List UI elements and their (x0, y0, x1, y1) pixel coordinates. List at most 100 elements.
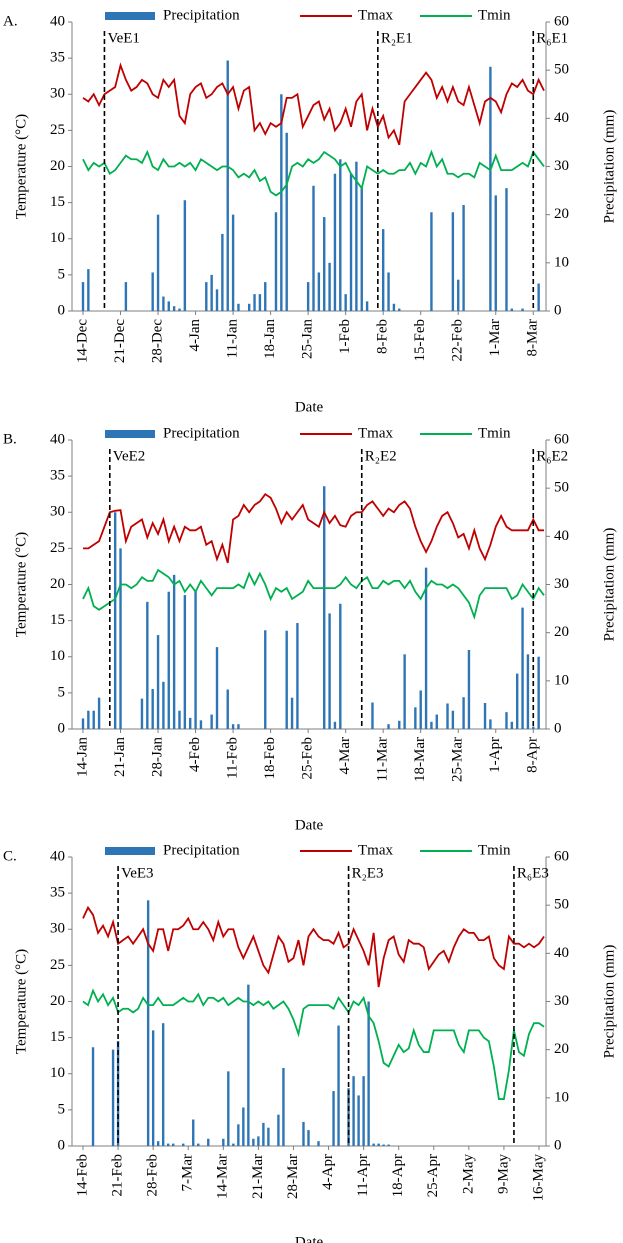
precip-bar (119, 548, 122, 729)
precip-bar (505, 188, 508, 311)
precip-bar (349, 173, 353, 311)
y-tick-label: 40 (50, 848, 65, 864)
legend-label: Tmin (478, 842, 511, 858)
x-tick-label: 28-Mar (285, 1154, 301, 1199)
x-axis-label: Date (295, 399, 324, 415)
y-tick-label: 20 (50, 576, 65, 592)
precip-bar (526, 654, 530, 729)
legend-swatch (105, 430, 155, 438)
precip-bar (231, 214, 235, 311)
legend-swatch (105, 847, 155, 855)
precip-bar (398, 308, 401, 311)
legend-swatch (105, 12, 155, 20)
y-tick-label: 15 (50, 1029, 65, 1045)
x-tick-label: 11-Apr (355, 1154, 371, 1197)
x-tick-label: 8-Feb (375, 319, 391, 354)
precip-bar (381, 229, 385, 311)
precip-bar (515, 673, 519, 729)
precip-bar (505, 712, 508, 729)
precip-bar (382, 1144, 385, 1146)
precip-bar (237, 1124, 240, 1146)
precip-bar (483, 702, 487, 729)
precip-bar (124, 282, 128, 311)
precip-bar (489, 719, 492, 729)
x-tick-label: 25-Apr (425, 1154, 441, 1197)
y-tick-label: 15 (50, 194, 65, 210)
precip-bar (172, 574, 176, 729)
x-tick-label: 14-Jan (74, 737, 90, 777)
x-tick-label: 11-Feb (225, 737, 241, 779)
precip-bar (189, 717, 192, 729)
y-tick-label: 40 (50, 431, 65, 447)
y-tick-label: 15 (50, 612, 65, 628)
y2-tick-label: 10 (554, 672, 569, 688)
y-tick-label: 20 (50, 158, 65, 174)
precip-bar (253, 294, 256, 311)
legend-label: Precipitation (163, 842, 240, 858)
y-tick-label: 25 (50, 122, 65, 138)
precip-bar (207, 1138, 210, 1146)
precip-bar (307, 1130, 310, 1146)
precip-bar (178, 710, 181, 729)
precip-bar (237, 303, 240, 311)
y2-axis-label: Precipitation (mm) (601, 528, 617, 642)
stage-label: R₆E3 (517, 865, 549, 881)
y-tick-label: 20 (50, 993, 65, 1009)
precip-bar (333, 721, 337, 729)
precip-bar (81, 282, 85, 311)
precip-bar (210, 274, 213, 311)
precip-bar (537, 656, 540, 729)
legend-label: Tmax (358, 425, 393, 441)
precip-bar (151, 1030, 155, 1146)
precip-bar (171, 1143, 175, 1146)
x-axis-label: Date (295, 817, 324, 833)
y-tick-label: 25 (50, 957, 65, 973)
y2-tick-label: 20 (554, 624, 569, 640)
precip-bar (372, 1143, 375, 1146)
temp-line (82, 988, 545, 1100)
temp-line (82, 62, 545, 146)
y2-tick-label: 0 (554, 720, 562, 736)
y-axis-label: Temperature (°C) (13, 532, 29, 637)
y2-tick-label: 50 (554, 480, 569, 496)
precip-bar (323, 486, 326, 729)
y-tick-label: 10 (50, 648, 65, 664)
x-tick-label: 2-May (460, 1154, 476, 1194)
y2-tick-label: 50 (554, 897, 569, 913)
precip-bar (285, 132, 288, 311)
legend-label: Tmin (478, 425, 511, 441)
precip-bar (510, 721, 514, 729)
x-tick-label: 25-Mar (450, 737, 466, 782)
y2-tick-label: 30 (554, 576, 569, 592)
x-tick-label: 28-Dec (149, 319, 165, 363)
x-tick-label: 21-Mar (250, 1154, 266, 1199)
precip-bar (510, 308, 514, 311)
precip-bar (247, 303, 251, 311)
precip-bar (302, 1121, 305, 1146)
panel-label: C. (3, 848, 17, 864)
precip-bar (414, 707, 417, 729)
precip-bar (387, 272, 390, 311)
x-tick-label: 21-Jan (112, 737, 128, 777)
y2-axis-label: Precipitation (mm) (601, 110, 617, 224)
precip-bar (352, 1076, 355, 1146)
y2-tick-label: 0 (554, 1137, 562, 1153)
y-tick-label: 5 (58, 1101, 66, 1117)
x-tick-label: 25-Feb (300, 737, 316, 780)
y2-tick-label: 20 (554, 206, 569, 222)
precip-bar (221, 233, 224, 311)
precip-bar (267, 1127, 270, 1146)
precip-bar (392, 303, 396, 311)
precip-bar (328, 613, 331, 729)
precip-bar (362, 1076, 365, 1146)
stage-label: R₂E1 (381, 30, 413, 46)
precip-bar (161, 1023, 165, 1146)
y2-tick-label: 10 (554, 254, 569, 270)
y2-tick-label: 30 (554, 993, 569, 1009)
x-tick-label: 1-Mar (487, 319, 503, 357)
y2-tick-label: 60 (554, 13, 569, 29)
precip-bar (264, 282, 267, 311)
y2-tick-label: 60 (554, 848, 569, 864)
